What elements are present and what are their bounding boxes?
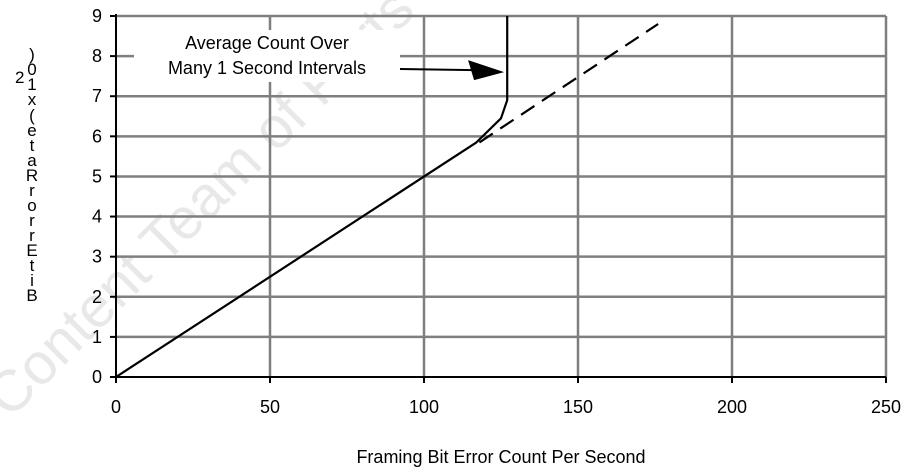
y-tick-label-7: 7	[92, 86, 102, 106]
x-axis-label: Framing Bit Error Count Per Second	[356, 447, 645, 467]
y-tick-label-8: 8	[92, 46, 102, 66]
y-label-char: 0	[27, 60, 36, 79]
y-label-char: 1	[27, 75, 36, 94]
y-label-char: B	[26, 286, 37, 305]
annotation-arrow-shaft	[399, 68, 475, 72]
y-label-char: i	[30, 271, 34, 290]
y-tick-label-0: 0	[92, 367, 102, 387]
x-tick-label-0: 0	[111, 397, 121, 417]
y-label-char: E	[26, 241, 37, 260]
y-label-char: r	[29, 226, 35, 245]
y-tick-label-2: 2	[92, 287, 102, 307]
annotation-arrow-head	[468, 60, 505, 81]
series-solid-line	[115, 16, 509, 378]
annotation-box	[134, 30, 400, 82]
annotation-line-2: Many 1 Second Intervals	[168, 58, 366, 78]
y-label-char: r	[29, 181, 35, 200]
y-label-char: )	[29, 45, 35, 64]
y-label-exponent: 2	[15, 68, 24, 87]
y-label-char: t	[30, 256, 35, 275]
y-label-char: x	[28, 90, 37, 109]
tick-labels: 0 1 2 3 4 5 6 7 8 9 0 50 100 150 200 250	[92, 6, 901, 417]
y-tick-label-3: 3	[92, 247, 102, 267]
y-tick-label-5: 5	[92, 166, 102, 186]
y-label-char: R	[26, 166, 38, 185]
y-tick-label-1: 1	[92, 327, 102, 347]
y-label-char: r	[29, 211, 35, 230]
y-label-char: e	[27, 121, 36, 140]
y-label-char: t	[30, 136, 35, 155]
y-label-char: (	[29, 106, 35, 125]
x-tick-label-100: 100	[409, 397, 439, 417]
y-tick-label-9: 9	[92, 6, 102, 26]
annotation: Average Count Over Many 1 Second Interva…	[134, 30, 505, 82]
y-tick-label-4: 4	[92, 207, 102, 227]
axes	[110, 14, 887, 383]
series	[115, 16, 659, 378]
y-tick-label-6: 6	[92, 126, 102, 146]
x-tick-label-250: 250	[871, 397, 901, 417]
y-label-char: o	[27, 196, 36, 215]
y-label-char: a	[27, 151, 37, 170]
series-dashed-line	[478, 23, 659, 144]
x-tick-label-200: 200	[717, 397, 747, 417]
x-tick-label-150: 150	[563, 397, 593, 417]
annotation-line-1: Average Count Over	[185, 33, 349, 53]
x-tick-label-50: 50	[260, 397, 280, 417]
